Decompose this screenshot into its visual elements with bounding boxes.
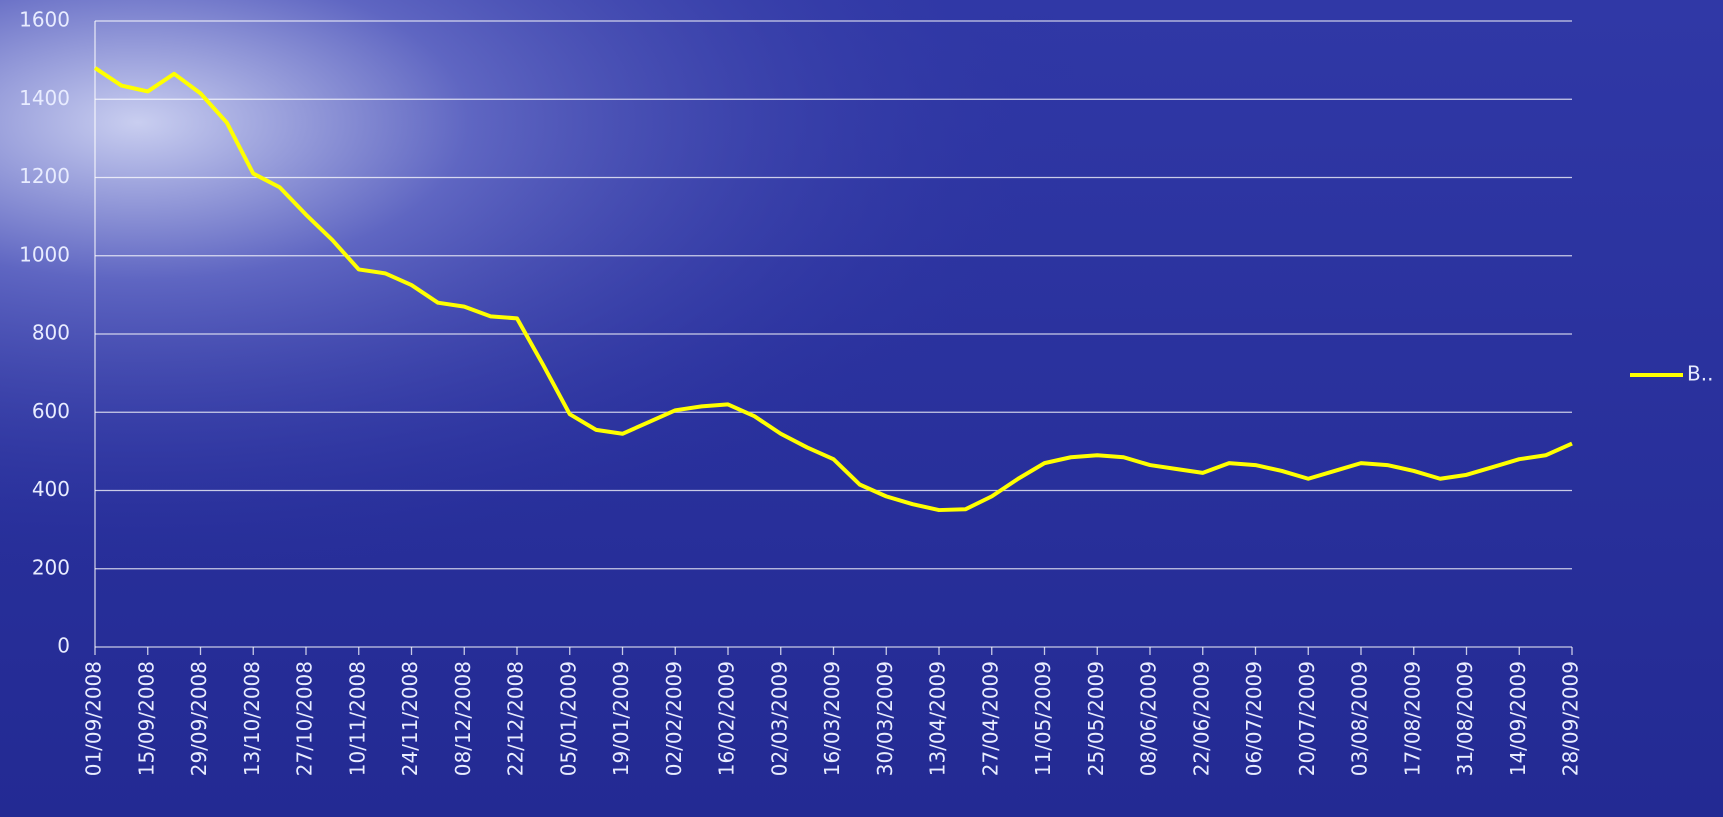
- y-tick-label: 0: [57, 634, 70, 658]
- x-tick-label: 10/11/2008: [345, 661, 369, 776]
- x-tick-label: 16/03/2009: [820, 661, 844, 776]
- x-tick-label: 02/02/2009: [662, 661, 686, 776]
- x-tick-label: 16/02/2009: [715, 661, 739, 776]
- x-tick-label: 31/08/2009: [1453, 661, 1477, 776]
- x-tick-label: 19/01/2009: [609, 661, 633, 776]
- x-tick-label: 13/04/2009: [926, 661, 950, 776]
- x-tick-label: 03/08/2009: [1348, 661, 1372, 776]
- y-tick-label: 1600: [19, 8, 70, 32]
- x-tick-label: 02/03/2009: [767, 661, 791, 776]
- y-tick-label: 400: [32, 477, 70, 501]
- x-tick-label: 27/04/2009: [978, 661, 1002, 776]
- legend-label: B..: [1687, 362, 1713, 386]
- x-tick-label: 13/10/2008: [240, 661, 264, 776]
- y-tick-label: 200: [32, 555, 70, 579]
- x-tick-label: 08/12/2008: [451, 661, 475, 776]
- y-tick-label: 600: [32, 399, 70, 423]
- x-tick-label: 15/09/2008: [134, 661, 158, 776]
- x-tick-label: 28/09/2009: [1559, 661, 1583, 776]
- x-tick-label: 29/09/2008: [187, 661, 211, 776]
- x-tick-label: 17/08/2009: [1400, 661, 1424, 776]
- x-tick-label: 20/07/2009: [1295, 661, 1319, 776]
- x-tick-label: 30/03/2009: [873, 661, 897, 776]
- y-tick-label: 1000: [19, 242, 70, 266]
- x-tick-label: 27/10/2008: [293, 661, 317, 776]
- x-tick-label: 05/01/2009: [556, 661, 580, 776]
- x-tick-label: 25/05/2009: [1084, 661, 1108, 776]
- chart: 0 200 400 600 800 1000 1200 1400 1600 01/09/2008 1…: [0, 0, 1723, 817]
- x-tick-label: 22/12/2008: [504, 661, 528, 776]
- x-tick-label: 22/06/2009: [1189, 661, 1213, 776]
- x-tick-label: 06/07/2009: [1242, 661, 1266, 776]
- x-tick-label: 14/09/2009: [1506, 661, 1530, 776]
- x-tick-label: 24/11/2008: [398, 661, 422, 776]
- x-tick-label: 08/06/2009: [1137, 661, 1161, 776]
- x-tick-label: 11/05/2009: [1031, 661, 1055, 776]
- y-tick-label: 1400: [19, 86, 70, 110]
- x-tick-label: 01/09/2008: [82, 661, 106, 776]
- y-tick-label: 800: [32, 321, 70, 345]
- y-tick-label: 1200: [19, 164, 70, 188]
